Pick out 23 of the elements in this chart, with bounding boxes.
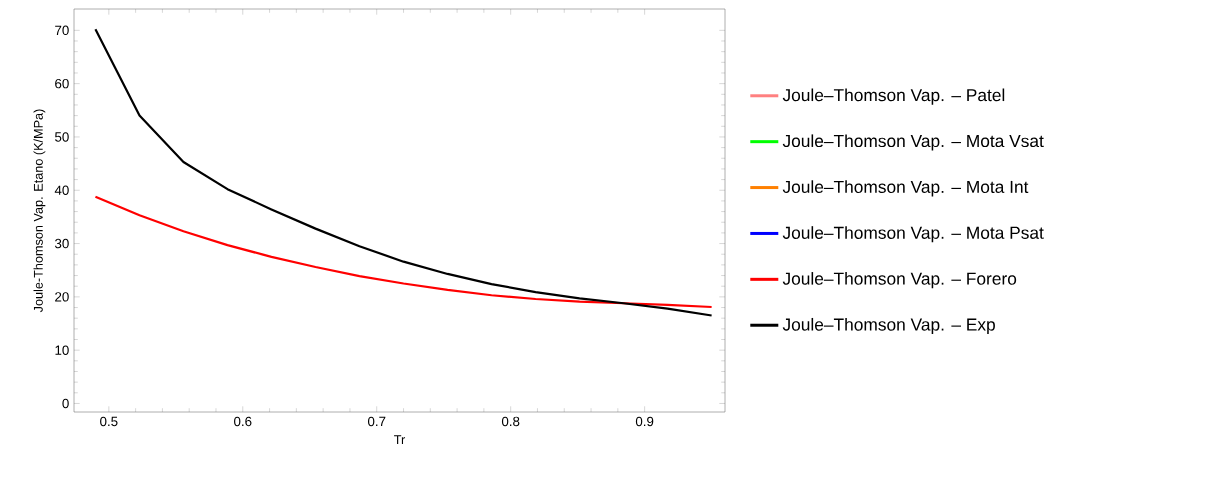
x-tick-label: 0.9 [635, 416, 654, 427]
x-tick-label: 0.8 [501, 416, 520, 427]
legend-label: Joule–Thomson Vap. – Mota Psat [782, 226, 1044, 243]
legend-label: Joule–Thomson Vap. – Exp [782, 317, 995, 335]
y-tick-label: 10 [55, 345, 69, 355]
legend-label: Joule–Thomson Vap. – Forero [782, 272, 1017, 289]
x-tick-label: 0.7 [367, 416, 386, 427]
y-tick-label: 70 [55, 25, 69, 36]
y-axis-title: Joule-Thomson Vap. Etano (K/MPa) [33, 109, 46, 313]
y-tick-label: 30 [54, 238, 69, 249]
y-tick-label: 0 [62, 398, 69, 409]
x-tick-label: 0.5 [100, 416, 118, 427]
line-series [94, 195, 713, 309]
legend-label: Joule–Thomson Vap. – Patel [782, 88, 1005, 105]
y-tick-label: 60 [55, 78, 69, 89]
legend-label: Joule–Thomson Vap. – Mota Vsat [782, 134, 1044, 151]
y-tick-label: 40 [54, 185, 69, 195]
y-tick-label: 20 [55, 292, 69, 302]
line-series [94, 28, 713, 317]
x-axis-title: Tr [394, 435, 406, 445]
y-tick-label: 50 [55, 132, 69, 142]
legend-label: Joule–Thomson Vap. – Mota Int [782, 180, 1029, 197]
x-tick-label: 0.6 [234, 416, 252, 427]
